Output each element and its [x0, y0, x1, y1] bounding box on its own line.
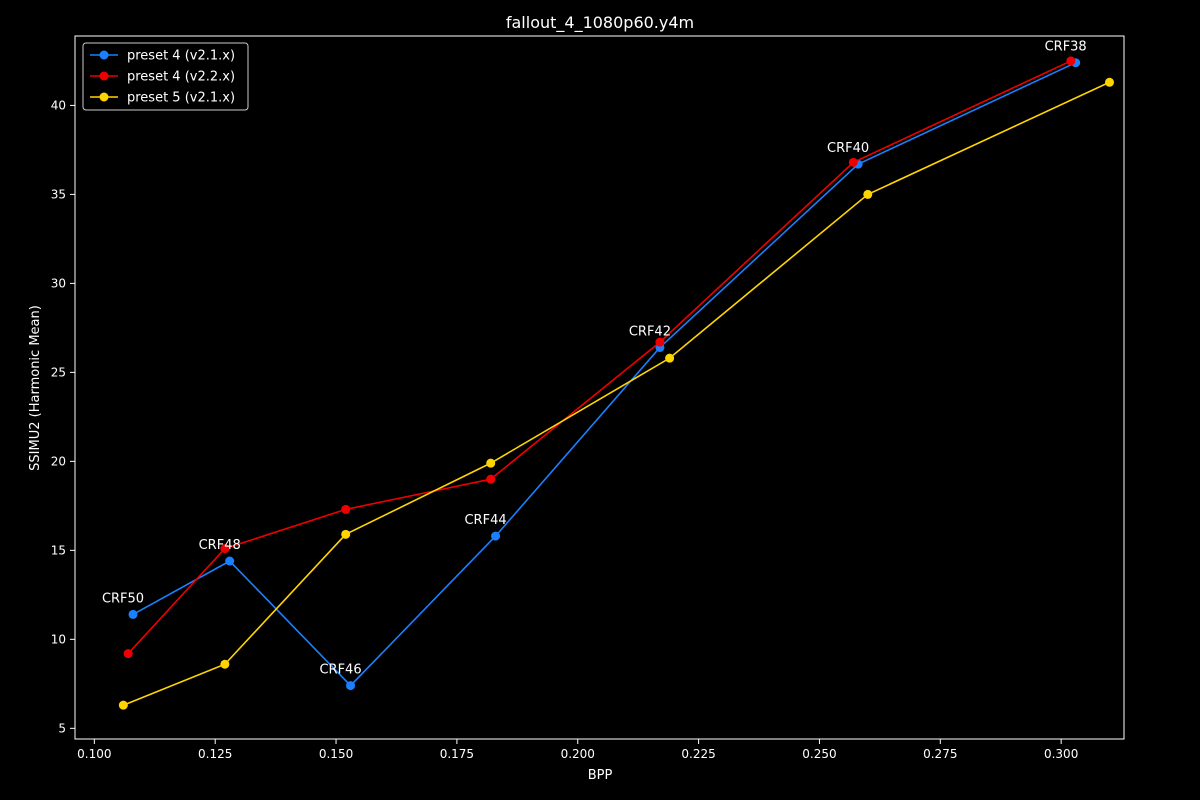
y-tick-label: 20	[51, 454, 66, 468]
crf-annotation: CRF46	[319, 663, 361, 678]
y-tick-label: 5	[58, 721, 66, 735]
crf-annotation: CRF48	[199, 538, 241, 553]
data-point	[665, 353, 675, 363]
series-line	[123, 81, 1110, 706]
series-line	[127, 60, 1072, 655]
legend-marker	[99, 50, 109, 60]
chart-title: fallout_4_1080p60.y4m	[506, 13, 694, 33]
series-2	[123, 56, 1076, 659]
legend-label: preset 4 (v2.1.x)	[127, 49, 235, 64]
data-point	[486, 458, 496, 468]
annotations: CRF50 CRF48 CRF46 CRF44 CRF42 CRF40 CRF38	[102, 40, 1087, 678]
y-tick-label: 10	[51, 632, 66, 646]
y-axis: 5 10 15 20 25 30 35 40	[51, 98, 75, 735]
x-axis-label: BPP	[588, 768, 613, 783]
legend-item: preset 5 (v2.1.x)	[90, 91, 235, 106]
y-tick-label: 35	[51, 187, 66, 201]
x-tick-label: 0.225	[681, 747, 715, 761]
legend-label: preset 5 (v2.1.x)	[127, 91, 235, 106]
x-tick-label: 0.125	[198, 747, 232, 761]
legend: preset 4 (v2.1.x) preset 4 (v2.2.x) preset…	[82, 42, 249, 111]
crf-annotation: CRF50	[102, 591, 144, 606]
data-point	[346, 681, 356, 691]
data-point	[486, 474, 496, 484]
crf-annotation: CRF40	[827, 141, 869, 156]
y-tick-label: 15	[51, 543, 66, 557]
x-tick-label: 0.150	[319, 747, 353, 761]
y-axis-label: SSIMU2 (Harmonic Mean)	[28, 305, 43, 471]
data-point	[655, 337, 665, 347]
data-point	[848, 157, 858, 167]
legend-marker	[99, 71, 109, 81]
data-point	[220, 544, 230, 554]
crf-annotation: CRF42	[629, 324, 671, 339]
plot-area	[74, 35, 1125, 740]
series-3	[118, 77, 1114, 710]
y-tick-label: 30	[51, 276, 66, 290]
crf-annotation: CRF44	[464, 513, 506, 528]
series-layer	[118, 56, 1114, 710]
data-point	[118, 700, 128, 710]
x-axis: 0.100 0.125 0.150 0.175 0.200 0.225 0.250 0.275…	[77, 739, 1078, 761]
y-tick-label: 40	[51, 98, 66, 112]
data-point	[123, 649, 133, 659]
legend-marker	[99, 92, 109, 102]
x-tick-label: 0.200	[561, 747, 595, 761]
x-tick-label: 0.175	[440, 747, 474, 761]
crf-annotation: CRF38	[1045, 40, 1087, 55]
x-tick-label: 0.100	[77, 747, 111, 761]
series-1	[128, 58, 1081, 691]
data-point	[863, 189, 873, 199]
x-tick-label: 0.300	[1044, 747, 1078, 761]
data-point	[1104, 77, 1114, 87]
series-line	[132, 61, 1076, 687]
x-tick-label: 0.275	[923, 747, 957, 761]
data-point	[225, 556, 235, 566]
y-tick-label: 25	[51, 365, 66, 379]
legend-box	[82, 42, 249, 111]
legend-item: preset 4 (v2.2.x)	[90, 70, 235, 85]
data-point	[341, 529, 351, 539]
data-point	[220, 659, 230, 669]
x-tick-label: 0.250	[802, 747, 836, 761]
legend-label: preset 4 (v2.2.x)	[127, 70, 235, 85]
legend-item: preset 4 (v2.1.x)	[90, 49, 235, 64]
data-point	[128, 609, 138, 619]
data-point	[491, 531, 501, 541]
data-point	[1066, 56, 1076, 66]
data-point	[341, 504, 351, 514]
